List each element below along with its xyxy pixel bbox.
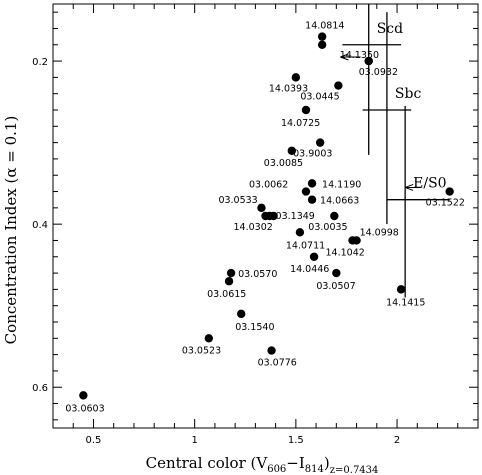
axis-ticks: 0.5 1 1.5 2 0.2 0.4 0.6	[32, 4, 479, 446]
point-label: 14.0725	[281, 118, 320, 129]
y-axis-title: Concentration Index (α = 0.1)	[2, 116, 20, 345]
data-point	[291, 73, 301, 82]
y-tick-label: 0.2	[32, 57, 48, 68]
point-label: 14.0393	[269, 83, 308, 94]
data-point	[445, 187, 454, 196]
data-point	[237, 309, 246, 319]
plot-frame	[52, 3, 479, 429]
point-label: 03.0603	[65, 403, 104, 414]
type-marker-label: Sbc	[395, 86, 422, 102]
point-label: 03.1540	[235, 322, 274, 333]
point-label: 14.0302	[234, 222, 273, 233]
point-label: 03.0932	[359, 67, 398, 78]
type-markers: Scd Sbc E/S0	[340, 4, 450, 298]
arrow-head	[340, 53, 349, 61]
data-point	[307, 195, 317, 204]
point-label: 14.1042	[326, 247, 365, 258]
point-label: 03.1349	[276, 211, 315, 222]
point-label: 14.0446	[290, 264, 329, 275]
data-point	[317, 40, 327, 49]
point-label: 14.0711	[286, 240, 325, 251]
point-label: 03.0776	[258, 358, 297, 369]
type-marker-label: E/S0	[413, 176, 446, 192]
data-point	[317, 32, 327, 41]
point-label: 14.1190	[322, 179, 361, 190]
data-point	[307, 179, 317, 188]
point-label: 03.0035	[308, 222, 347, 233]
data-point	[261, 211, 270, 221]
x-tick-label: 1	[191, 435, 197, 446]
x-axis-title: Central color (V606−I814)z=0.7434	[146, 454, 379, 475]
point-label: 03.0062	[249, 180, 288, 191]
data-point	[301, 187, 311, 196]
point-label: 14.1350	[340, 50, 379, 61]
data-point	[348, 236, 357, 245]
point-label: 03.0445	[300, 92, 339, 103]
x-tick-label: 1.5	[288, 435, 304, 446]
data-point	[315, 138, 325, 147]
y-tick-label: 0.4	[32, 220, 48, 231]
point-label: 03.0523	[182, 345, 221, 356]
data-point	[301, 105, 311, 115]
data-point	[332, 268, 341, 278]
point-label: 03.9003	[293, 149, 332, 160]
data-point	[79, 391, 88, 400]
x-tick-label: 2	[394, 435, 400, 446]
point-label: 03.0533	[218, 195, 257, 206]
data-point	[226, 268, 236, 278]
data-point	[269, 211, 278, 221]
data-point	[330, 211, 339, 221]
data-point	[204, 334, 214, 343]
point-label: 14.0814	[305, 21, 344, 32]
point-label: 03.0570	[238, 269, 277, 280]
point-label: 03.0615	[207, 289, 246, 300]
data-point	[287, 146, 297, 155]
type-marker-label: Scd	[377, 21, 403, 37]
point-label: 03.0507	[316, 281, 355, 292]
arrow-head	[404, 183, 414, 191]
data-point	[334, 81, 343, 90]
data-point	[309, 252, 319, 261]
point-label: 14.0998	[360, 227, 399, 238]
x-tick-label: 0.5	[86, 435, 102, 446]
data-point	[396, 285, 406, 294]
point-label: 14.0663	[320, 196, 359, 207]
data-point	[257, 203, 266, 213]
point-label: 03.1522	[426, 198, 465, 209]
data-point	[267, 346, 276, 355]
y-tick-label: 0.6	[32, 383, 48, 394]
point-label: 03.0085	[264, 158, 303, 169]
data-point	[364, 56, 373, 66]
point-label: 14.1415	[386, 297, 425, 308]
data-point	[295, 228, 305, 237]
data-point	[224, 277, 234, 286]
